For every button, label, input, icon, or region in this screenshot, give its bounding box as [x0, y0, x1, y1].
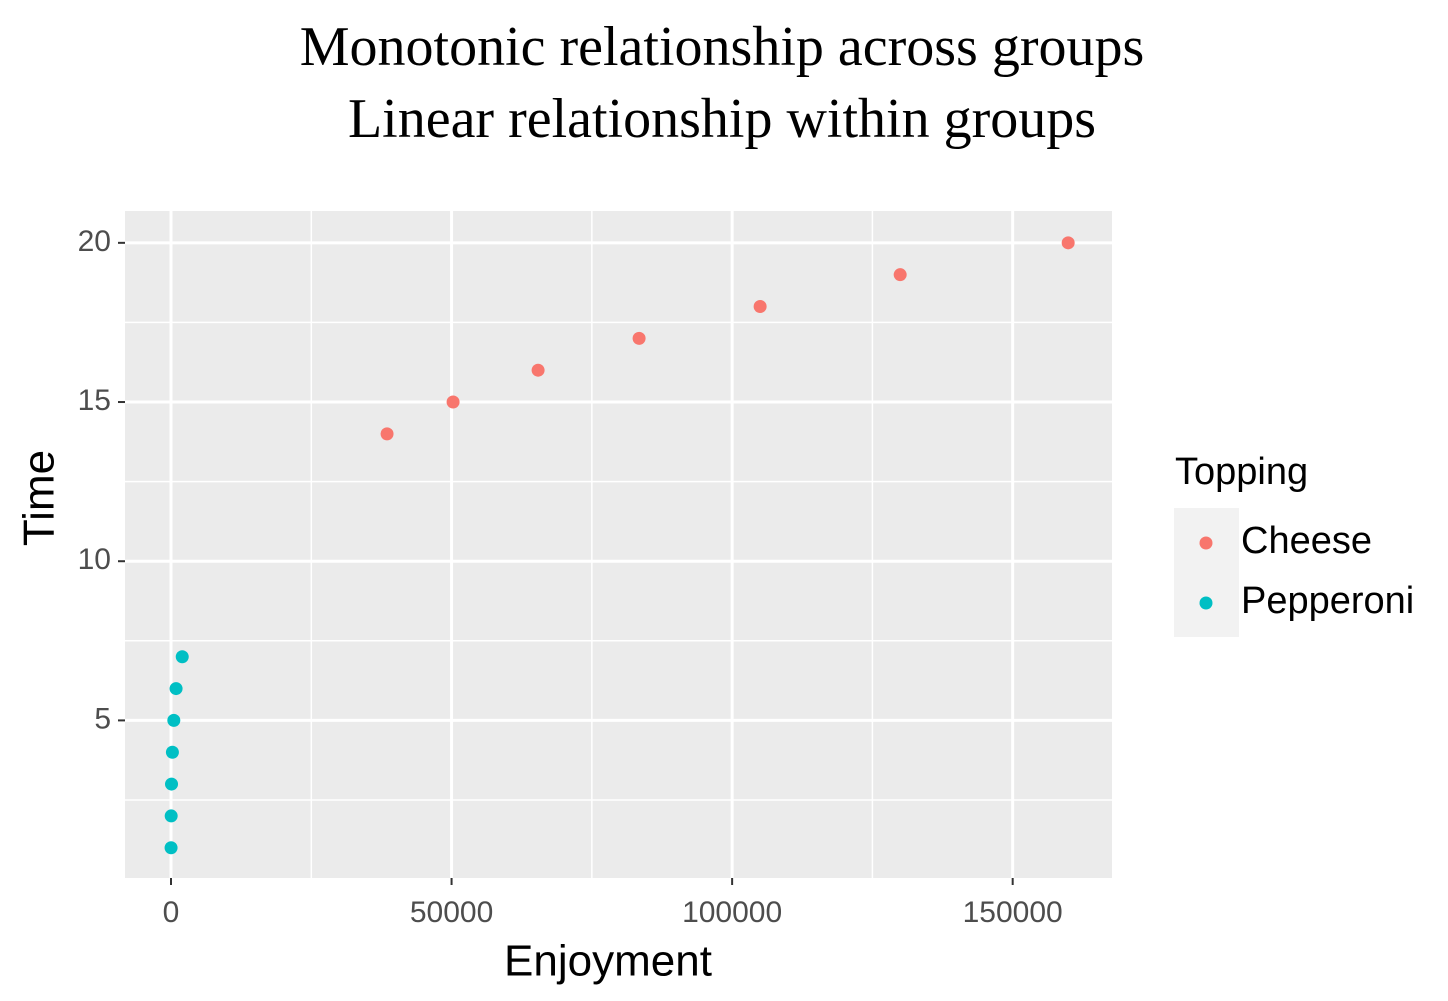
x-tick-label: 150000: [963, 896, 1063, 929]
panel: [125, 211, 1112, 878]
y-tick-label: 10: [78, 543, 111, 576]
legend-marker: [1199, 536, 1213, 550]
y-tick-label: 5: [94, 702, 111, 735]
point: [632, 331, 646, 345]
legend-label: Pepperoni: [1241, 580, 1414, 622]
point: [446, 395, 460, 409]
x-tick-label: 0: [163, 896, 180, 929]
legend-title: Topping: [1175, 451, 1308, 493]
chart-subtitle: Linear relationship within groups: [348, 88, 1096, 150]
point: [531, 363, 545, 377]
point: [165, 777, 179, 791]
legend-marker: [1199, 596, 1213, 610]
point: [164, 841, 178, 855]
x-tick-label: 50000: [410, 896, 493, 929]
point: [380, 427, 394, 441]
point: [753, 300, 767, 314]
point: [165, 745, 179, 759]
x-axis-title: Enjoyment: [504, 937, 712, 986]
legend-key-bg: [1174, 508, 1239, 637]
point: [893, 268, 907, 282]
point: [167, 713, 181, 727]
y-tick-label: 15: [78, 384, 111, 417]
point: [164, 809, 178, 823]
y-axis-title: Time: [15, 450, 64, 546]
chart-title: Monotonic relationship across groups: [300, 16, 1145, 78]
x-tick-label: 100000: [682, 896, 782, 929]
point: [175, 650, 189, 664]
point: [169, 682, 183, 696]
point: [1061, 236, 1075, 250]
legend-label: Cheese: [1241, 520, 1372, 562]
y-tick-label: 20: [78, 225, 111, 258]
